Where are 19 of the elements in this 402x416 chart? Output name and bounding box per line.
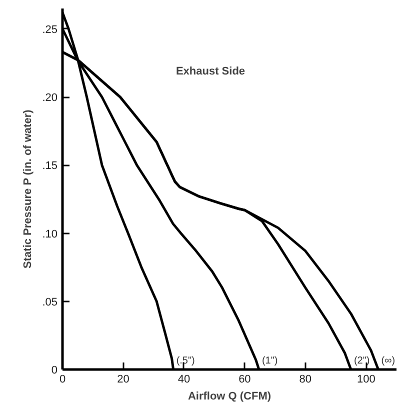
- x-axis-title: Airflow Q (CFM): [188, 390, 272, 402]
- series-label: (.5"): [176, 356, 195, 366]
- x-tick-label: 80: [299, 374, 312, 386]
- y-tick-label: .05: [42, 296, 58, 308]
- x-tick-label: 0: [59, 374, 66, 386]
- series-label: (∞): [381, 356, 396, 366]
- x-tick-label: 100: [356, 374, 376, 386]
- y-tick-label: .10: [42, 228, 58, 240]
- x-tick-label: 20: [117, 374, 130, 386]
- series-label: (2"): [354, 356, 370, 366]
- x-tick-label: 60: [238, 374, 251, 386]
- x-tick-label: 40: [178, 374, 190, 386]
- y-tick-label: .20: [42, 92, 58, 104]
- series-label: (1"): [262, 356, 278, 366]
- y-tick-label: .25: [42, 24, 58, 36]
- annotation: Exhaust Side: [176, 66, 246, 78]
- y-tick-label: .15: [42, 160, 58, 172]
- y-tick-label: 0: [51, 364, 58, 376]
- y-axis-title: Static Pressure P (in. of water): [22, 109, 34, 268]
